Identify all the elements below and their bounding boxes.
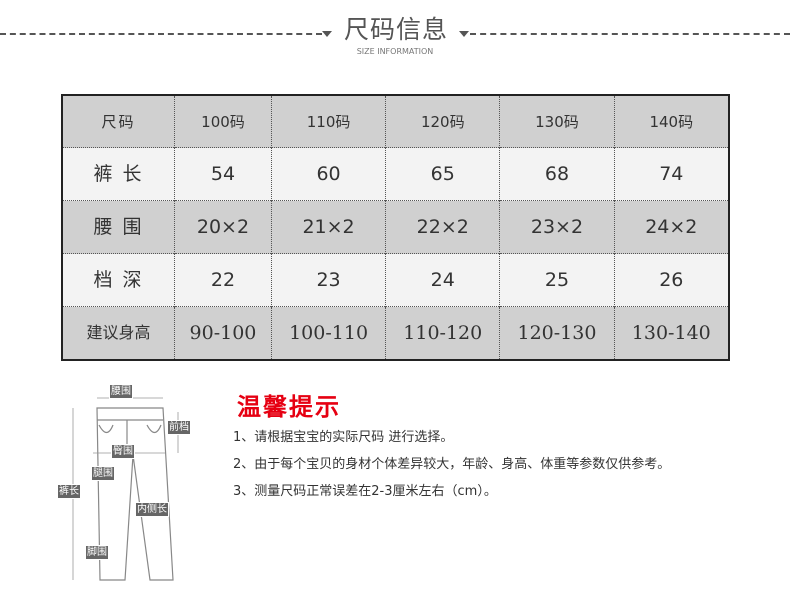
header-cell: 120码 — [385, 94, 500, 148]
tip-item: 2、由于每个宝贝的身材个体差异较大，年龄、身高、体重等参数仅供参考。 — [233, 457, 671, 472]
tip-item: 1、请根据宝宝的实际尺码 进行选择。 — [233, 430, 454, 445]
pants-diagram: 腰围 前档 臀围 腿围 裤长 内侧长 脚围 — [55, 380, 235, 590]
header-cell: 140码 — [613, 94, 729, 148]
table-row: 建议身高 90-100 100-110 110-120 120-130 130-… — [61, 306, 729, 360]
tip-item: 3、测量尺码正常误差在2-3厘米左右（cm）。 — [233, 484, 497, 499]
table-cell: 22×2 — [385, 200, 500, 254]
table-cell: 24×2 — [613, 200, 729, 254]
triangle-left-icon — [322, 31, 332, 37]
divider-left — [0, 33, 322, 35]
table-cell: 54 — [174, 147, 272, 201]
tips-title: 温馨提示 — [237, 393, 341, 421]
header-cell: 110码 — [270, 94, 386, 148]
table-cell: 21×2 — [270, 200, 386, 254]
table-cell: 23 — [270, 253, 386, 307]
table-row: 裤 长 54 60 65 68 74 — [61, 147, 729, 201]
section-subtitle: SIZE INFORMATION — [356, 47, 434, 56]
label-hip: 臀围 — [111, 444, 135, 459]
header-cell: 100码 — [174, 94, 272, 148]
table-cell: 120-130 — [499, 306, 615, 360]
label-length: 裤长 — [57, 484, 81, 499]
table-cell: 20×2 — [174, 200, 272, 254]
table-cell: 90-100 — [174, 306, 272, 360]
table-cell: 60 — [270, 147, 386, 201]
table-row: 档 深 22 23 24 25 26 — [61, 253, 729, 307]
table-header-row: 尺码 100码 110码 120码 130码 140码 — [61, 94, 729, 148]
table-cell: 65 — [385, 147, 500, 201]
size-table: 尺码 100码 110码 120码 130码 140码 裤 长 54 60 65… — [61, 94, 730, 361]
label-thigh: 腿围 — [91, 466, 115, 481]
table-row: 腰 围 20×2 21×2 22×2 23×2 24×2 — [61, 200, 729, 254]
header-cell: 130码 — [499, 94, 615, 148]
table-cell: 100-110 — [270, 306, 386, 360]
table-cell: 23×2 — [499, 200, 615, 254]
row-label: 建议身高 — [61, 306, 175, 360]
row-label: 档 深 — [61, 253, 175, 307]
table-cell: 130-140 — [613, 306, 729, 360]
label-front-rise: 前档 — [167, 420, 191, 435]
section-title: 尺码信息 — [343, 15, 448, 44]
table-cell: 26 — [613, 253, 729, 307]
table-cell: 74 — [613, 147, 729, 201]
table-cell: 22 — [174, 253, 272, 307]
table-cell: 68 — [499, 147, 615, 201]
header-cell: 尺码 — [61, 94, 175, 148]
table-cell: 110-120 — [385, 306, 500, 360]
row-label: 裤 长 — [61, 147, 175, 201]
row-label: 腰 围 — [61, 200, 175, 254]
divider-right — [470, 33, 790, 35]
label-inseam: 内侧长 — [135, 502, 169, 517]
table-cell: 24 — [385, 253, 500, 307]
label-hem: 脚围 — [85, 545, 109, 560]
table-cell: 25 — [499, 253, 615, 307]
pants-outline-icon — [72, 397, 179, 581]
triangle-right-icon — [459, 31, 469, 37]
label-waist: 腰围 — [109, 384, 133, 399]
